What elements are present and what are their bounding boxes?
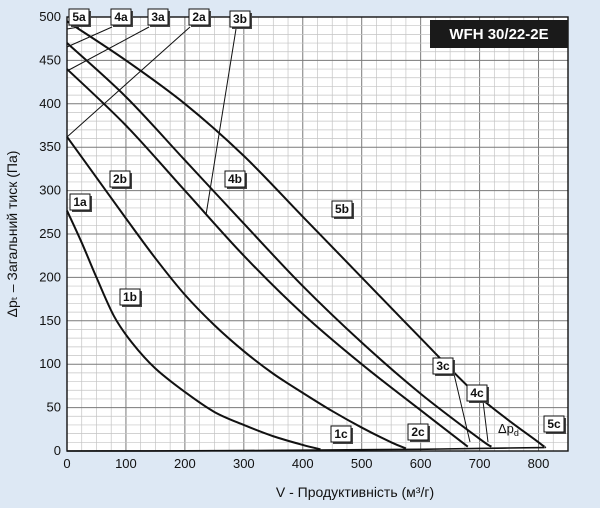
y-tick-label: 150	[39, 313, 61, 328]
curve-label-3b: 3b	[229, 10, 252, 29]
x-tick-label: 100	[115, 456, 137, 471]
curve-label-5b: 5b	[331, 200, 354, 219]
x-tick-label: 700	[469, 456, 491, 471]
curve-labels: 1a 1b 1c 2a 2b 2c 3a 3b 3c 4a 4b 4c 5a 5b 5c	[68, 8, 566, 444]
leader-line-4c	[482, 400, 489, 443]
curve-label-text: 4a	[114, 10, 128, 24]
curve-label-1a: 1a	[69, 193, 92, 212]
chart-title-box: WFH 30/22-2E	[430, 20, 568, 48]
curve-label-text: 1a	[73, 195, 87, 209]
curve-label-3a: 3a	[147, 8, 170, 27]
curve-label-text: 5c	[547, 417, 561, 431]
plot-frame	[66, 16, 569, 452]
y-tick-label: 200	[39, 269, 61, 284]
curve-label-4a: 4a	[110, 8, 133, 27]
x-tick-label: 300	[233, 456, 255, 471]
leader-line-3b	[205, 28, 237, 216]
chart-title: WFH 30/22-2E	[449, 26, 548, 43]
series-curve-1	[66, 210, 321, 451]
curve-label-1b: 1b	[119, 288, 142, 307]
leader-line-2a	[66, 26, 191, 138]
curve-label-5a: 5a	[68, 8, 91, 27]
y-tick-label: 250	[39, 226, 61, 241]
curve-label-2b: 2b	[109, 170, 132, 189]
y-tick-label: 300	[39, 183, 61, 198]
series-curve-5	[66, 20, 547, 449]
x-axis-ticks: 0 100 200 300 400 500 600 700 800	[63, 456, 549, 471]
curve-label-5c: 5c	[543, 415, 566, 434]
dp-label-main: Δp	[498, 421, 514, 436]
y-tick-label: 50	[47, 400, 61, 415]
curve-label-3c: 3c	[432, 357, 455, 376]
y-axis-label: Δpₜ – Загальний тиск (Па)	[4, 151, 20, 318]
y-tick-label: 500	[39, 9, 61, 24]
curve-label-text: 2a	[192, 10, 206, 24]
curve-label-text: 3a	[151, 10, 165, 24]
x-tick-label: 0	[63, 456, 70, 471]
svg-text:Δpd: Δpd	[498, 421, 519, 438]
series-curve-4	[66, 42, 492, 448]
y-tick-label: 450	[39, 52, 61, 67]
curve-label-text: 1b	[123, 290, 137, 304]
y-axis-ticks: 0 50 100 150 200 250 300 350 400 450 500	[39, 9, 61, 458]
y-tick-label: 400	[39, 96, 61, 111]
dp-d-label: Δpd	[498, 421, 519, 438]
y-tick-label: 350	[39, 139, 61, 154]
y-tick-label: 100	[39, 356, 61, 371]
x-tick-label: 600	[410, 456, 432, 471]
curve-label-text: 2c	[411, 425, 425, 439]
x-axis-label: V - Продуктивність (м³/г)	[276, 484, 434, 500]
curve-label-text: 5a	[72, 10, 86, 24]
curve-label-text: 4c	[470, 386, 484, 400]
curve-label-text: 1c	[334, 427, 348, 441]
curves	[66, 20, 547, 452]
curve-label-text: 3b	[233, 12, 247, 26]
x-tick-label: 800	[528, 456, 550, 471]
curve-label-4b: 4b	[224, 170, 247, 189]
curve-label-text: 5b	[335, 202, 349, 216]
x-tick-label: 400	[292, 456, 314, 471]
curve-label-2c: 2c	[407, 423, 430, 442]
curve-label-1c: 1c	[330, 425, 353, 444]
curve-label-4c: 4c	[466, 384, 489, 403]
series-curve-3	[66, 68, 469, 448]
x-tick-label: 500	[351, 456, 373, 471]
dp-label-sub: d	[514, 428, 519, 438]
curve-label-text: 2b	[113, 172, 127, 186]
series-curve-2	[66, 136, 407, 450]
curve-label-text: 3c	[436, 359, 450, 373]
x-tick-label: 200	[174, 456, 196, 471]
curve-label-text: 4b	[228, 172, 242, 186]
y-tick-label: 0	[54, 443, 61, 458]
curve-label-2a: 2a	[188, 8, 211, 27]
